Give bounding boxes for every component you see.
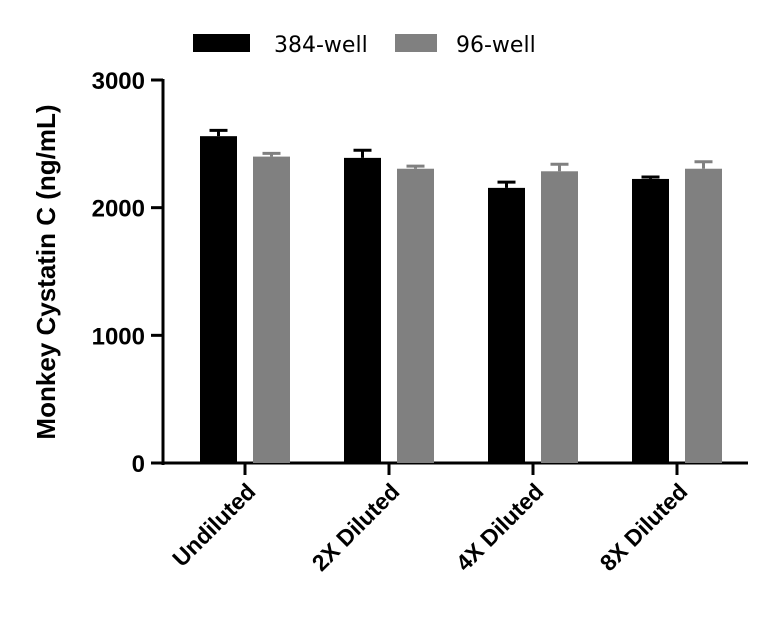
- bars: [200, 128, 722, 464]
- legend: 384-well 96-well: [193, 33, 536, 58]
- legend-swatch: [193, 34, 250, 52]
- bar: [253, 156, 290, 463]
- bar: [344, 157, 381, 464]
- x-tick-label: 2X Diluted: [307, 478, 405, 576]
- x-tick-label: 8X Diluted: [595, 478, 693, 576]
- x-axis: Undiluted 2X Diluted 4X Diluted 8X Diluted: [162, 461, 748, 576]
- x-tick-label: Undiluted: [167, 478, 260, 571]
- bar: [541, 171, 578, 463]
- y-tick-label: 1000: [92, 323, 145, 350]
- y-tick-label: 2000: [92, 196, 145, 223]
- bar: [685, 168, 722, 463]
- legend-swatch: [395, 34, 437, 52]
- legend-label: 96-well: [456, 33, 536, 58]
- legend-label: 384-well: [274, 33, 368, 58]
- bar: [632, 178, 669, 464]
- y-axis: 0 1000 2000 3000: [92, 68, 165, 478]
- bar: [200, 136, 237, 463]
- y-tick-label: 3000: [92, 68, 145, 95]
- bar: [397, 168, 434, 463]
- y-tick-label: 0: [132, 451, 145, 478]
- bar: [488, 187, 525, 463]
- y-axis-label: Monkey Cystatin C (ng/mL): [31, 104, 61, 439]
- x-tick-label: 4X Diluted: [451, 478, 549, 576]
